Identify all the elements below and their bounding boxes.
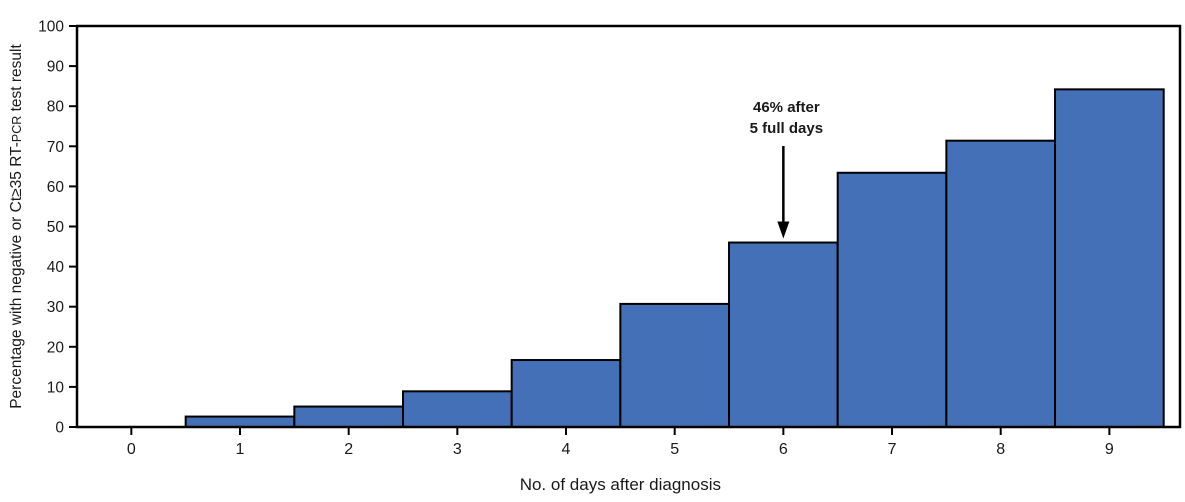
bar-day-1	[184, 415, 296, 429]
x-tick-label: 4	[562, 441, 571, 458]
x-tick-label: 9	[1105, 441, 1114, 458]
y-tick-label: 20	[47, 339, 65, 356]
bar-day-3	[402, 390, 513, 429]
x-tick-label: 5	[670, 441, 679, 458]
y-tick-label: 10	[47, 379, 65, 396]
y-tick-label: 70	[47, 139, 65, 156]
bar-day-9	[1054, 88, 1165, 428]
bar-day-6	[728, 241, 839, 428]
y-tick-label: 30	[47, 299, 65, 316]
x-tick-label: 1	[236, 441, 245, 458]
y-tick-label: 0	[55, 420, 64, 437]
x-tick-label: 6	[779, 441, 788, 458]
y-tick-label: 80	[47, 99, 65, 116]
bar-day-7	[836, 171, 948, 428]
x-axis-title: No. of days after diagnosis	[520, 475, 721, 494]
x-tick-label: 7	[888, 441, 897, 458]
bar-day-5	[619, 302, 731, 429]
annotation-text: 5 full days	[750, 120, 823, 137]
y-tick-label: 60	[47, 179, 65, 196]
y-axis-title: Percentage with negative or Ct≥35 RT-PCR…	[8, 44, 25, 409]
x-tick-label: 3	[453, 441, 462, 458]
bar-day-4	[510, 359, 622, 428]
y-tick-label: 100	[38, 19, 64, 36]
y-tick-label: 90	[47, 59, 65, 76]
y-tick-label: 50	[47, 219, 65, 236]
x-tick-label: 8	[996, 441, 1005, 458]
x-tick-label: 2	[344, 441, 353, 458]
bar-day-8	[945, 139, 1057, 428]
annotation-arrowhead	[777, 221, 790, 239]
annotation-text: 46% after	[753, 99, 820, 116]
y-tick-label: 40	[47, 259, 65, 276]
bar-day-2	[293, 405, 405, 429]
x-tick-label: 0	[127, 441, 136, 458]
